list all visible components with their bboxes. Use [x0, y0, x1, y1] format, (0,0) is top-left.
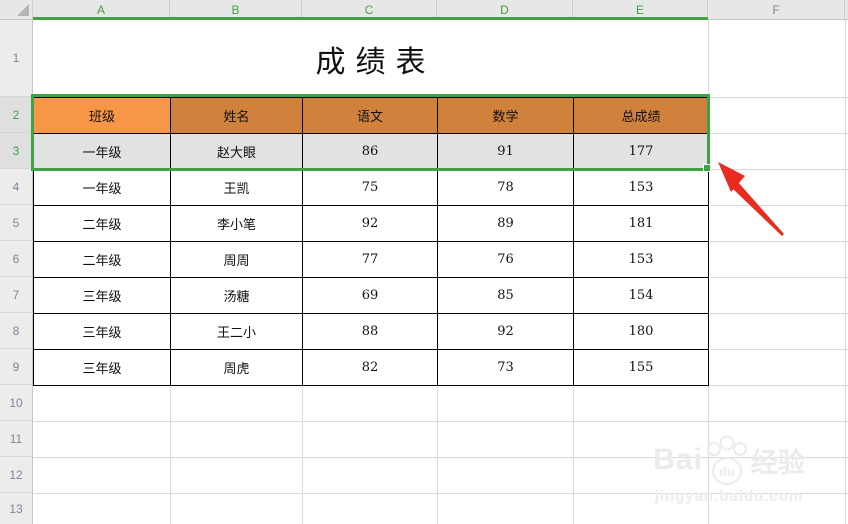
table-cell[interactable]: 赵大眼 — [171, 134, 303, 170]
table-cell[interactable]: 91 — [438, 134, 574, 170]
table-cell[interactable]: 周周 — [171, 242, 303, 278]
paw-icon: du — [706, 435, 747, 485]
table-cell[interactable]: 153 — [574, 242, 709, 278]
row-header-2[interactable]: 2 — [0, 97, 32, 133]
table-cell[interactable]: 汤糖 — [171, 278, 303, 314]
header-cell-math[interactable]: 数学 — [438, 98, 574, 134]
selected-columns-indicator — [33, 17, 708, 20]
row-header-6[interactable]: 6 — [0, 241, 32, 277]
table-row: 二年级 周周 77 76 153 — [34, 242, 709, 278]
table-cell[interactable]: 李小笔 — [171, 206, 303, 242]
column-header-f[interactable]: F — [708, 0, 845, 19]
table-cell[interactable]: 180 — [574, 314, 709, 350]
watermark-logo: Bai du 经验 — [644, 434, 814, 486]
row-header-7[interactable]: 7 — [0, 277, 32, 313]
table-cell[interactable]: 155 — [574, 350, 709, 386]
row-header-9[interactable]: 9 — [0, 349, 32, 385]
column-header-a[interactable]: A — [33, 0, 170, 19]
table-cell[interactable]: 二年级 — [34, 242, 171, 278]
table-cell[interactable]: 76 — [438, 242, 574, 278]
watermark-bai-text: Bai — [653, 443, 703, 476]
table-cell[interactable]: 王二小 — [171, 314, 303, 350]
row-header-10[interactable]: 10 — [0, 385, 32, 421]
table-row: 一年级 王凯 75 78 153 — [34, 170, 709, 206]
row-header-11[interactable]: 11 — [0, 421, 32, 457]
column-header-c[interactable]: C — [302, 0, 437, 19]
header-cell-class[interactable]: 班级 — [34, 98, 171, 134]
table-row: 三年级 汤糖 69 85 154 — [34, 278, 709, 314]
table-header-row: 班级 姓名 语文 数学 总成绩 — [34, 98, 709, 134]
header-cell-total[interactable]: 总成绩 — [574, 98, 709, 134]
annotation-arrow — [718, 162, 784, 236]
select-all-triangle-icon — [17, 4, 29, 16]
header-cell-name[interactable]: 姓名 — [171, 98, 303, 134]
table-cell[interactable]: 88 — [303, 314, 438, 350]
watermark-url: jingyan.baidu.com — [654, 488, 804, 505]
table-cell[interactable]: 177 — [574, 134, 709, 170]
table-cell[interactable]: 92 — [303, 206, 438, 242]
table-cell[interactable]: 78 — [438, 170, 574, 206]
column-header-d[interactable]: D — [437, 0, 573, 19]
table-cell[interactable]: 153 — [574, 170, 709, 206]
table-cell[interactable]: 85 — [438, 278, 574, 314]
row-header-4[interactable]: 4 — [0, 169, 32, 205]
table-row: 一年级 赵大眼 86 91 177 — [34, 134, 709, 170]
table-cell[interactable]: 86 — [303, 134, 438, 170]
table-cell[interactable]: 三年级 — [34, 350, 171, 386]
header-cell-chinese[interactable]: 语文 — [303, 98, 438, 134]
table-row: 三年级 王二小 88 92 180 — [34, 314, 709, 350]
table-row: 二年级 李小笔 92 89 181 — [34, 206, 709, 242]
table-cell[interactable]: 69 — [303, 278, 438, 314]
table-cell[interactable]: 一年级 — [34, 170, 171, 206]
row-header-13[interactable]: 13 — [9, 501, 23, 516]
watermark-cn-text: 经验 — [750, 447, 805, 478]
grades-table: 班级 姓名 语文 数学 总成绩 一年级 赵大眼 86 91 177 一年级 王凯… — [33, 97, 709, 386]
table-cell[interactable]: 一年级 — [34, 134, 171, 170]
watermark-du-text: du — [719, 464, 735, 479]
table-cell[interactable]: 三年级 — [34, 278, 171, 314]
table-cell[interactable]: 75 — [303, 170, 438, 206]
table-cell[interactable]: 92 — [438, 314, 574, 350]
row-header-8[interactable]: 8 — [0, 313, 32, 349]
row-header-12[interactable]: 12 — [0, 457, 32, 493]
table-cell[interactable]: 二年级 — [34, 206, 171, 242]
column-header-e[interactable]: E — [573, 0, 708, 19]
select-all-corner[interactable] — [0, 0, 33, 19]
table-cell[interactable]: 82 — [303, 350, 438, 386]
table-cell[interactable]: 77 — [303, 242, 438, 278]
column-header-b[interactable]: B — [170, 0, 302, 19]
table-cell[interactable]: 三年级 — [34, 314, 171, 350]
table-cell[interactable]: 181 — [574, 206, 709, 242]
title-cell[interactable]: 成绩表 — [33, 20, 708, 97]
row-header-5[interactable]: 5 — [0, 205, 32, 241]
row-header-3[interactable]: 3 — [0, 133, 32, 169]
table-cell[interactable]: 周虎 — [171, 350, 303, 386]
column-header-strip: A B C D E F — [0, 0, 848, 20]
row-header-1[interactable]: 1 — [0, 20, 32, 97]
table-cell[interactable]: 154 — [574, 278, 709, 314]
table-cell[interactable]: 73 — [438, 350, 574, 386]
baidu-jingyan-watermark: Bai du 经验 jingyan.baidu.com — [644, 434, 814, 505]
table-row: 三年级 周虎 82 73 155 — [34, 350, 709, 386]
table-cell[interactable]: 89 — [438, 206, 574, 242]
table-cell[interactable]: 王凯 — [171, 170, 303, 206]
row-header-strip: 1 2 3 4 5 6 7 8 9 10 11 12 13 — [0, 20, 33, 524]
